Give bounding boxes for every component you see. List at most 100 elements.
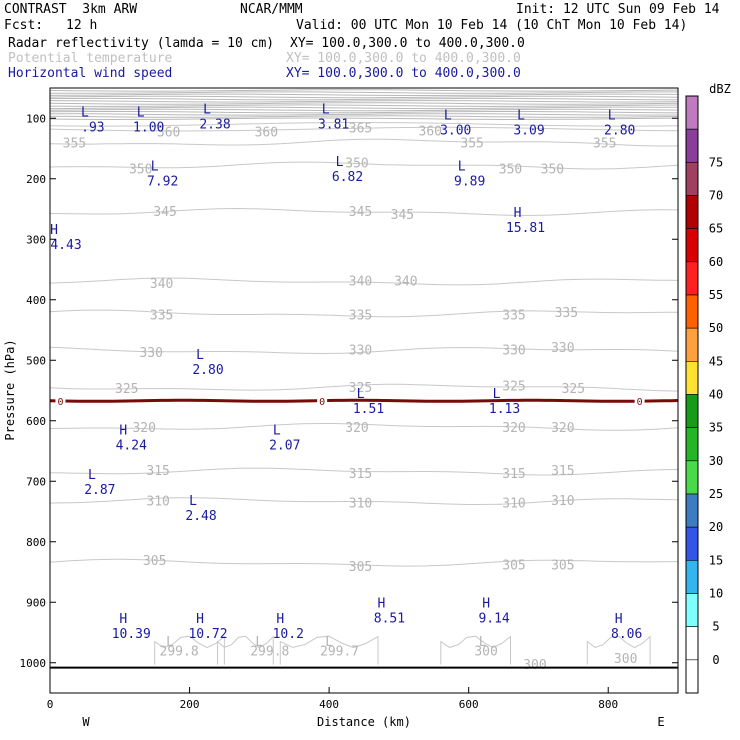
colorbar-cell bbox=[685, 493, 699, 528]
wind-low-marker: L bbox=[336, 155, 344, 170]
wind-extremum-value: 3.09 bbox=[513, 123, 544, 138]
y-tick-label: 500 bbox=[26, 354, 46, 367]
wind-extremum-value: 8.51 bbox=[374, 612, 405, 627]
x-tick-label: 400 bbox=[319, 698, 339, 711]
wind-high-marker: H bbox=[514, 206, 522, 221]
theta-contour-label: 355 bbox=[63, 136, 86, 151]
y-tick-label: 900 bbox=[26, 596, 46, 609]
wind-extremum-value: 4.43 bbox=[50, 238, 81, 253]
upper-theta-line bbox=[49, 100, 679, 103]
x-tick-label: 800 bbox=[598, 698, 618, 711]
field-theta-xy: XY= 100.0,300.0 to 400.0,300.0 bbox=[286, 51, 521, 66]
colorbar-level-label: 15 bbox=[709, 553, 723, 567]
axes: 100 200 300 400 500 600 700 800 900 1000 0 200 400 60… bbox=[20, 112, 678, 711]
field-reflectivity: Radar reflectivity (lamda = 10 cm) bbox=[8, 36, 275, 51]
wind-high-marker: H bbox=[119, 424, 127, 439]
wind-extremum-value: 6.82 bbox=[332, 170, 363, 185]
y-tick-label: 800 bbox=[26, 536, 46, 549]
colorbar-level-label: 30 bbox=[709, 454, 723, 468]
y-tick-label: 200 bbox=[26, 173, 46, 186]
colorbar-level-label: 55 bbox=[709, 288, 723, 302]
theta-contour-label: 325 bbox=[502, 380, 525, 395]
theta-contour-label: 310 bbox=[502, 496, 525, 511]
colorbar-cell bbox=[685, 128, 699, 163]
theta-contour-label: 360 bbox=[255, 126, 278, 141]
theta-contours bbox=[49, 122, 679, 665]
wind-high-marker: H bbox=[378, 597, 386, 612]
wind-low-marker: L bbox=[189, 494, 197, 509]
theta-contour-label: 350 bbox=[345, 156, 368, 171]
theta-contour-label: 310 bbox=[551, 494, 574, 509]
upper-theta-line bbox=[49, 106, 679, 110]
y-tick-label: 100 bbox=[26, 112, 46, 125]
theta-contour-line-340 bbox=[49, 277, 679, 286]
colorbar-cell bbox=[685, 361, 699, 395]
wind-low-marker: L bbox=[444, 108, 452, 123]
theta-contour-line-355 bbox=[49, 138, 679, 147]
field-theta: Potential temperature bbox=[8, 51, 173, 66]
upper-theta-band bbox=[49, 89, 679, 121]
theta-low-marker: L bbox=[255, 635, 263, 650]
colorbar-level-label: 65 bbox=[709, 222, 723, 236]
upper-theta-line bbox=[49, 97, 679, 101]
wind-extremum-value: 3.00 bbox=[440, 123, 471, 138]
wind-extremum-value: 2.80 bbox=[192, 363, 223, 378]
colorbar-cell bbox=[685, 195, 699, 229]
wind-speed-extrema: L.93L1.00L2.38L3.81L3.00L3.09L2.80L7.92L… bbox=[50, 102, 642, 641]
theta-contour-label: 305 bbox=[502, 559, 525, 574]
x-axis-label: Distance (km) bbox=[317, 715, 411, 729]
upper-theta-line bbox=[49, 95, 679, 99]
forecast-hour: 12 h bbox=[66, 18, 98, 33]
upper-theta-line bbox=[49, 102, 679, 105]
theta-contour-line-upper bbox=[49, 126, 679, 132]
theta-contour-label: 335 bbox=[349, 308, 372, 323]
wind-low-marker: L bbox=[517, 108, 525, 123]
colorbar-cell bbox=[685, 526, 699, 561]
wind-low-marker: L bbox=[88, 468, 96, 483]
upper-theta-line bbox=[49, 104, 679, 107]
upper-theta-line bbox=[49, 111, 679, 114]
theta-contour-label: 325 bbox=[562, 382, 585, 397]
wind-extremum-value: .93 bbox=[81, 120, 104, 135]
theta-contour-label: 340 bbox=[150, 277, 173, 292]
colorbar-cell bbox=[685, 659, 699, 694]
wind-extremum-value: 2.87 bbox=[84, 483, 115, 498]
theta-contour-label: 330 bbox=[139, 346, 162, 361]
theta-contour-label: 350 bbox=[541, 162, 564, 177]
theta-contour-line-upper bbox=[49, 122, 679, 127]
theta-300-contour bbox=[154, 635, 225, 665]
theta-contour-label: 335 bbox=[150, 308, 173, 323]
upper-theta-line bbox=[49, 89, 679, 92]
forecast-label: Fcst: bbox=[4, 18, 44, 33]
theta-contour-line-330 bbox=[49, 346, 679, 355]
upper-theta-line bbox=[49, 93, 679, 96]
valid-time: Valid: 00 UTC Mon 10 Feb 14 (10 ChT Mon … bbox=[296, 18, 688, 33]
wind-extremum-value: 3.81 bbox=[318, 117, 349, 132]
theta-contour-label: 300 bbox=[474, 645, 497, 660]
y-tick-label: 600 bbox=[26, 415, 46, 428]
wind-extremum-value: 1.00 bbox=[133, 120, 164, 135]
theta-contour-label: 305 bbox=[349, 560, 372, 575]
theta-contour-label: 300 bbox=[614, 652, 637, 667]
reflectivity-label-bg bbox=[55, 394, 66, 406]
upper-theta-line bbox=[49, 117, 679, 121]
wind-extremum-value: 9.14 bbox=[478, 612, 509, 627]
upper-theta-line bbox=[49, 108, 679, 112]
upper-theta-line bbox=[49, 91, 678, 94]
x-tick-label: 600 bbox=[459, 698, 479, 711]
wind-high-marker: H bbox=[615, 612, 623, 627]
y-axis-label: Pressure (hPa) bbox=[3, 339, 17, 440]
colorbar-cell bbox=[685, 162, 699, 196]
wind-low-marker: L bbox=[81, 105, 89, 120]
theta-300-contour bbox=[440, 635, 511, 665]
wind-extremum-value: 2.48 bbox=[185, 509, 216, 524]
theta-contour-label: 320 bbox=[502, 421, 525, 436]
reflectivity-zero-label: 0 bbox=[57, 397, 63, 408]
theta-contour-line-350 bbox=[49, 161, 679, 170]
theta-contour-label: 315 bbox=[349, 467, 372, 482]
init-time: Init: 12 UTC Sun 09 Feb 14 bbox=[516, 2, 720, 17]
wind-extremum-value: 2.38 bbox=[199, 117, 230, 132]
theta-contour-label: 330 bbox=[349, 343, 372, 358]
wind-low-marker: L bbox=[458, 159, 466, 174]
field-wind: Horizontal wind speed bbox=[8, 66, 173, 81]
